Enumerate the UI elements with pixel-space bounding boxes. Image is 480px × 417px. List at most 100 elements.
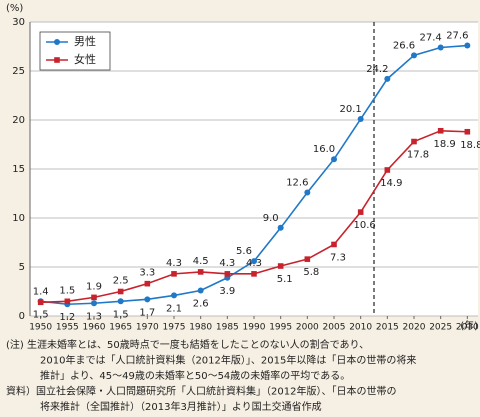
- x-tick-label: 1980: [189, 323, 212, 333]
- point: [37, 299, 44, 306]
- y-unit: (%): [6, 3, 23, 14]
- point: [304, 189, 311, 196]
- point: [357, 209, 364, 215]
- point: [224, 271, 231, 277]
- point: [277, 263, 284, 269]
- x-tick-label: 2000: [296, 323, 319, 333]
- point: [197, 287, 204, 294]
- point: [144, 296, 151, 303]
- x-unit: (年): [460, 319, 478, 332]
- point: [331, 241, 337, 248]
- y-tick-label: 5: [19, 262, 25, 273]
- point: [144, 280, 151, 287]
- x-tick-label: 1995: [269, 323, 292, 333]
- x-tick-label: 2020: [403, 323, 426, 333]
- point: [411, 138, 417, 145]
- value-label: 27.6: [446, 31, 468, 42]
- y-tick-label: 15: [12, 164, 25, 175]
- point: [384, 75, 391, 82]
- value-label: 16.0: [313, 144, 335, 155]
- point: [197, 269, 204, 275]
- x-tick-label: 1990: [243, 323, 266, 333]
- x-tick-label: 1950: [29, 323, 52, 333]
- y-tick-label: 30: [12, 17, 25, 28]
- value-label: 1.7: [139, 307, 155, 318]
- point: [277, 224, 284, 231]
- x-tick-label: 1955: [56, 323, 79, 333]
- note: (注) 生涯未婚率とは、50歳時点で一度も結婚をしたことのない人の割合であり、: [6, 338, 369, 351]
- y-tick-label: 10: [12, 213, 25, 224]
- value-label: 2.5: [113, 276, 129, 287]
- x-tick-label: 2005: [323, 323, 346, 333]
- value-label: 1.5: [59, 285, 75, 296]
- value-label: 5.8: [303, 267, 319, 278]
- x-tick-label: 2030: [456, 323, 479, 333]
- value-label: 3.3: [139, 268, 155, 279]
- x-tick-label: 1975: [163, 323, 186, 333]
- point: [304, 256, 311, 262]
- legend-marker: [54, 39, 60, 45]
- x-tick-label: 1965: [109, 323, 132, 333]
- point: [331, 156, 337, 163]
- y-tick-label: 25: [12, 66, 25, 77]
- value-label: 4.3: [219, 258, 235, 269]
- value-label: 4.3: [166, 258, 182, 269]
- value-label: 20.1: [340, 104, 362, 115]
- value-label: 4.5: [193, 256, 209, 267]
- point: [464, 42, 471, 49]
- point: [171, 292, 177, 299]
- value-label: 1.2: [59, 312, 75, 323]
- point: [117, 288, 124, 295]
- value-label: 14.9: [380, 178, 402, 189]
- value-label: 10.6: [354, 220, 376, 231]
- value-label: 12.6: [286, 178, 308, 189]
- point: [411, 52, 417, 59]
- value-label: 17.8: [407, 150, 429, 161]
- legend-marker: [54, 57, 60, 63]
- legend-box: [39, 31, 111, 71]
- value-label: 5.6: [236, 246, 252, 257]
- note: 資料）国立社会保障・人口問題研究所「人口統計資料集」（2012年版）、「日本の世…: [6, 385, 396, 398]
- value-label: 3.9: [219, 286, 235, 297]
- value-label: 1.5: [33, 309, 49, 320]
- point: [91, 294, 97, 301]
- value-label: 2.1: [166, 303, 182, 314]
- point: [437, 127, 444, 134]
- legend-label: 男性: [74, 34, 96, 48]
- note: 2010年までは「人口統計資料集（2012年版）」、2015年以降は「日本の世帯…: [40, 354, 416, 367]
- value-label: 26.6: [393, 40, 415, 51]
- value-label: 18.9: [434, 139, 456, 150]
- point: [384, 167, 391, 173]
- y-tick-label: 0: [19, 311, 25, 322]
- point: [64, 298, 71, 305]
- value-label: 9.0: [263, 213, 279, 224]
- value-label: 1.9: [86, 281, 102, 292]
- point: [251, 258, 257, 265]
- value-label: 1.4: [33, 286, 49, 297]
- point: [171, 271, 177, 277]
- value-label: 1.3: [86, 311, 102, 322]
- x-tick-label: 2025: [429, 323, 452, 333]
- point: [91, 300, 97, 307]
- value-label: 5.1: [277, 274, 293, 285]
- value-label: 1.5: [113, 309, 129, 320]
- value-label: 24.2: [366, 64, 388, 75]
- point: [464, 128, 471, 135]
- value-label: 27.4: [420, 32, 442, 43]
- point: [117, 298, 124, 305]
- point: [251, 271, 257, 277]
- value-label: 4.3: [246, 258, 262, 269]
- y-tick-label: 20: [12, 115, 25, 126]
- x-tick-label: 1970: [136, 323, 159, 333]
- point: [437, 44, 444, 51]
- x-tick-label: 2010: [349, 323, 372, 333]
- note: 推計」より、45～49歳の未婚率と50～54歳の未婚率の平均である。: [40, 369, 350, 382]
- value-label: 2.6: [193, 299, 209, 310]
- x-tick-label: 2015: [376, 323, 399, 333]
- x-tick-label: 1960: [83, 323, 106, 333]
- value-label: 18.8: [460, 140, 480, 151]
- point: [357, 116, 364, 123]
- note: 将来推計（全国推計）（2013年3月推計）」より国土交通省作成: [40, 400, 322, 413]
- value-label: 7.3: [330, 252, 346, 263]
